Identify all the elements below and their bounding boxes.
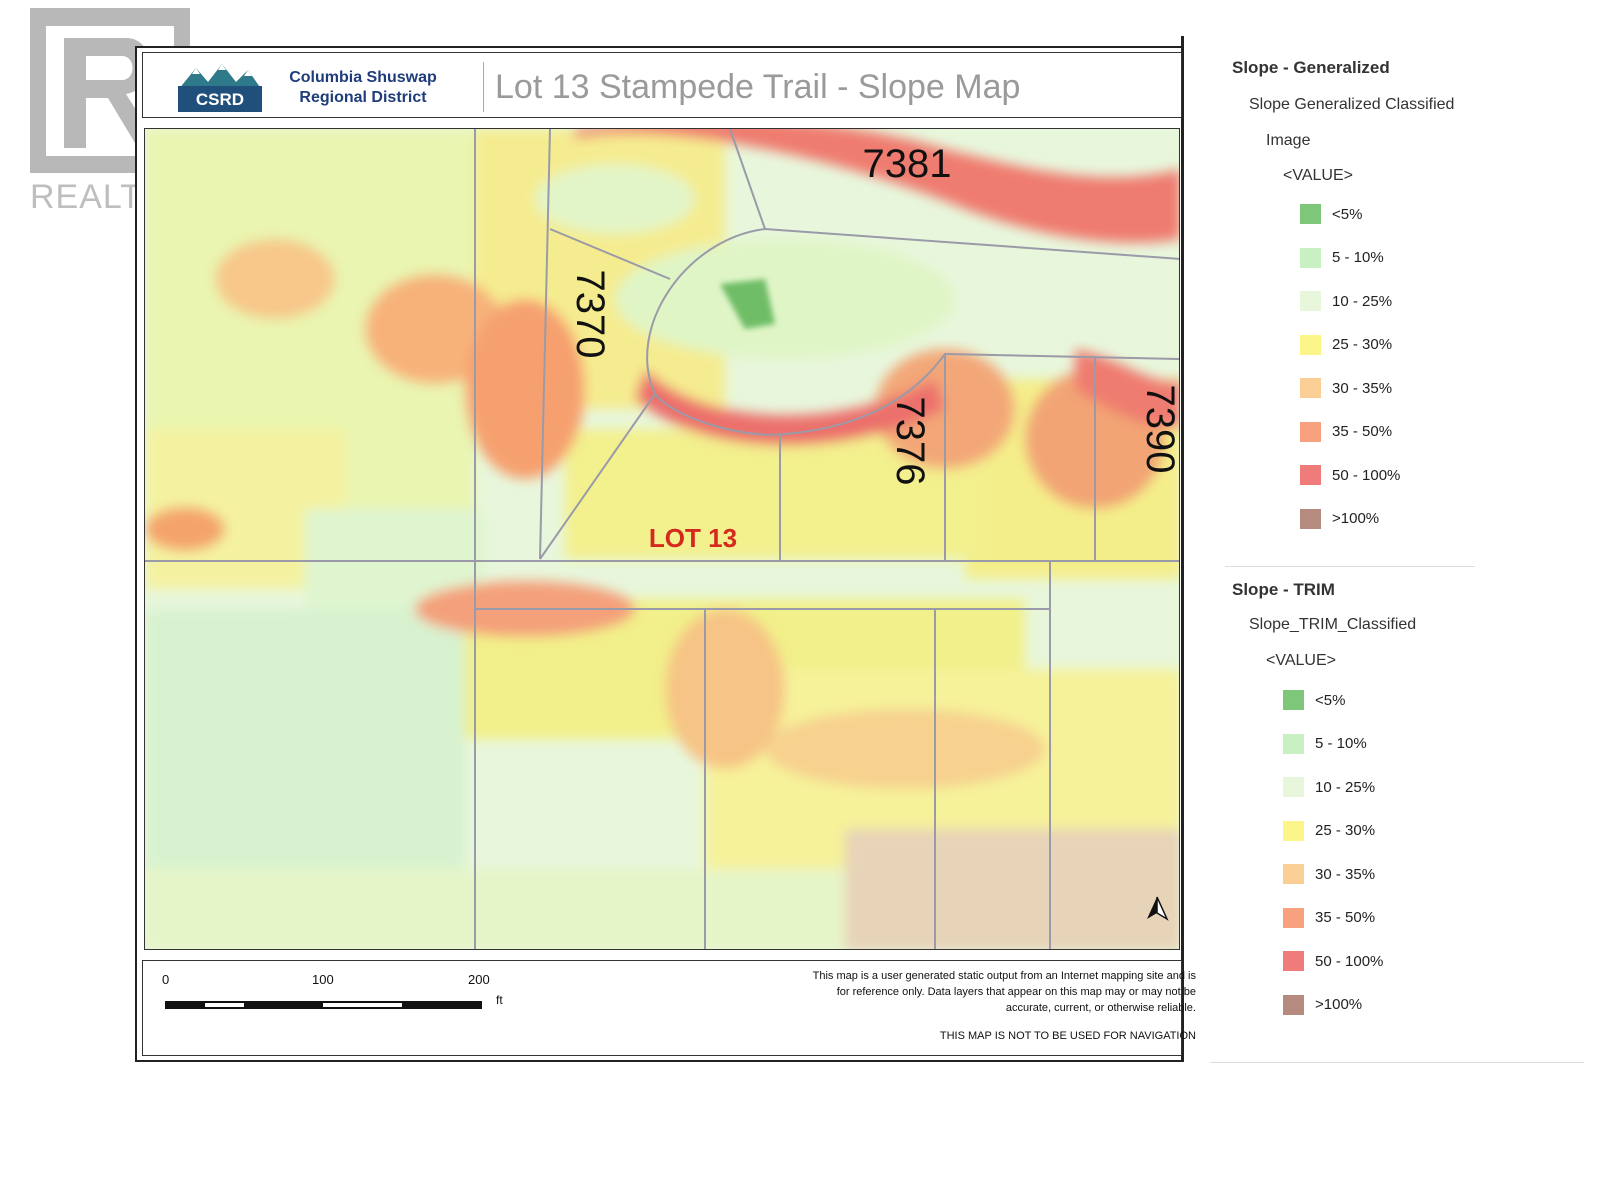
disclaimer-line3: accurate, current, or otherwise reliable… bbox=[1005, 1002, 1196, 1014]
frame-right-border bbox=[1181, 36, 1184, 1062]
lot-label-7370: 7370 bbox=[568, 270, 612, 359]
legend-generalized-swatch bbox=[1300, 204, 1321, 224]
legend-divider bbox=[1225, 566, 1475, 567]
legend-trim-label: 25 - 30% bbox=[1315, 822, 1376, 839]
csrd-logo: CSRD bbox=[178, 60, 262, 112]
disclaimer-line2: for reference only. Data layers that app… bbox=[836, 986, 1196, 998]
scale-tick-0: 0 bbox=[162, 972, 170, 987]
legend-generalized-swatch bbox=[1300, 508, 1321, 529]
legend-generalized-layer: Slope Generalized Classified bbox=[1249, 96, 1455, 113]
org-name: Columbia Shuswap Regional District bbox=[268, 68, 458, 108]
legend-generalized-item: 35 - 50% bbox=[1300, 420, 1392, 444]
legend-generalized-item: 50 - 100% bbox=[1300, 463, 1400, 487]
legend-generalized-item: 30 - 35% bbox=[1300, 376, 1392, 400]
legend-generalized-swatch bbox=[1300, 291, 1321, 311]
logo-text: CSRD bbox=[196, 90, 244, 109]
legend-trim-label: 30 - 35% bbox=[1315, 865, 1376, 883]
legend-trim-swatch bbox=[1283, 907, 1304, 928]
legend-trim-item: >100% bbox=[1283, 993, 1362, 1017]
disclaimer-line1: This map is a user generated static outp… bbox=[812, 970, 1196, 982]
legend-trim-label: 35 - 50% bbox=[1315, 909, 1376, 926]
scale-unit: ft bbox=[496, 993, 503, 1007]
legend-generalized-label: 30 - 35% bbox=[1332, 379, 1393, 397]
legend-trim-label: 10 - 25% bbox=[1315, 778, 1376, 796]
legend-generalized-swatch bbox=[1300, 421, 1321, 442]
legend-trim-item: 35 - 50% bbox=[1283, 906, 1375, 930]
legend-trim-swatch bbox=[1283, 864, 1304, 884]
legend-generalized-swatch bbox=[1300, 465, 1321, 485]
org-line1: Columbia Shuswap bbox=[289, 69, 437, 86]
lot-13-label: LOT 13 bbox=[649, 523, 737, 553]
map-header bbox=[142, 52, 1182, 118]
legend-generalized-label: >100% bbox=[1332, 510, 1380, 527]
legend-generalized-label: <5% bbox=[1332, 205, 1363, 223]
scale-tick-100: 100 bbox=[312, 972, 334, 987]
title-separator bbox=[483, 62, 484, 112]
legend-trim-swatch bbox=[1283, 820, 1304, 841]
legend-generalized-label: 10 - 25% bbox=[1332, 292, 1393, 310]
legend-trim-item: 30 - 35% bbox=[1283, 862, 1375, 886]
legend-trim-item: 25 - 30% bbox=[1283, 819, 1375, 843]
disclaimer: This map is a user generated static outp… bbox=[756, 968, 1196, 1016]
legend-generalized-label: 50 - 100% bbox=[1332, 466, 1401, 484]
legend-generalized-item: 10 - 25% bbox=[1300, 289, 1392, 313]
north-arrow-icon bbox=[1147, 896, 1169, 921]
legend-generalized-swatch bbox=[1300, 247, 1321, 268]
legend-trim-item: 10 - 25% bbox=[1283, 775, 1375, 799]
legend-trim-label: >100% bbox=[1315, 996, 1363, 1013]
legend-trim-item: 5 - 10% bbox=[1283, 732, 1367, 756]
legend-trim-swatch bbox=[1283, 733, 1304, 754]
legend-trim-swatch bbox=[1283, 951, 1304, 971]
legend-trim-label: <5% bbox=[1315, 691, 1346, 709]
legend-trim-label: 50 - 100% bbox=[1315, 952, 1384, 970]
legend-trim-swatch bbox=[1283, 994, 1304, 1015]
legend-generalized-label: 35 - 50% bbox=[1332, 423, 1393, 440]
scale-tick-200: 200 bbox=[468, 972, 490, 987]
legend-trim-label: 5 - 10% bbox=[1315, 735, 1367, 752]
legend-generalized-swatch bbox=[1300, 378, 1321, 398]
legend-generalized-label: 5 - 10% bbox=[1332, 249, 1384, 266]
legend-trim-title: Slope - TRIM bbox=[1232, 580, 1335, 599]
legend-generalized-field: <VALUE> bbox=[1283, 167, 1353, 184]
legend-bottom-divider bbox=[1210, 1062, 1584, 1063]
scale-bar bbox=[165, 996, 482, 1009]
legend-trim-field: <VALUE> bbox=[1266, 652, 1336, 669]
legend-trim-swatch bbox=[1283, 690, 1304, 710]
legend-trim-swatch bbox=[1283, 777, 1304, 797]
legend-generalized-source: Image bbox=[1266, 132, 1311, 149]
legend-generalized-label: 25 - 30% bbox=[1332, 336, 1393, 353]
legend-trim-layer: Slope_TRIM_Classified bbox=[1249, 616, 1417, 633]
map-title: Lot 13 Stampede Trail - Slope Map bbox=[495, 68, 1021, 106]
legend-generalized-item: <5% bbox=[1300, 202, 1362, 226]
legend-generalized-item: >100% bbox=[1300, 507, 1379, 531]
legend-generalized-swatch bbox=[1300, 334, 1321, 355]
lot-label-7381: 7381 bbox=[863, 142, 952, 186]
legend-generalized-item: 5 - 10% bbox=[1300, 246, 1384, 270]
lot-label-7376: 7376 bbox=[888, 397, 932, 486]
slope-map[interactable]: 7381 7370 7376 7390 LOT 13 bbox=[144, 128, 1180, 950]
navigation-warning: THIS MAP IS NOT TO BE USED FOR NAVIGATIO… bbox=[939, 1030, 1196, 1042]
lot-label-7390: 7390 bbox=[1138, 385, 1180, 474]
org-line2: Regional District bbox=[299, 89, 427, 106]
legend-trim-item: 50 - 100% bbox=[1283, 949, 1383, 973]
legend-generalized-title: Slope - Generalized bbox=[1232, 58, 1390, 77]
slope-map-canvas: 7381 7370 7376 7390 LOT 13 bbox=[145, 129, 1180, 949]
legend-trim-item: <5% bbox=[1283, 688, 1345, 712]
legend-generalized-item: 25 - 30% bbox=[1300, 333, 1392, 357]
